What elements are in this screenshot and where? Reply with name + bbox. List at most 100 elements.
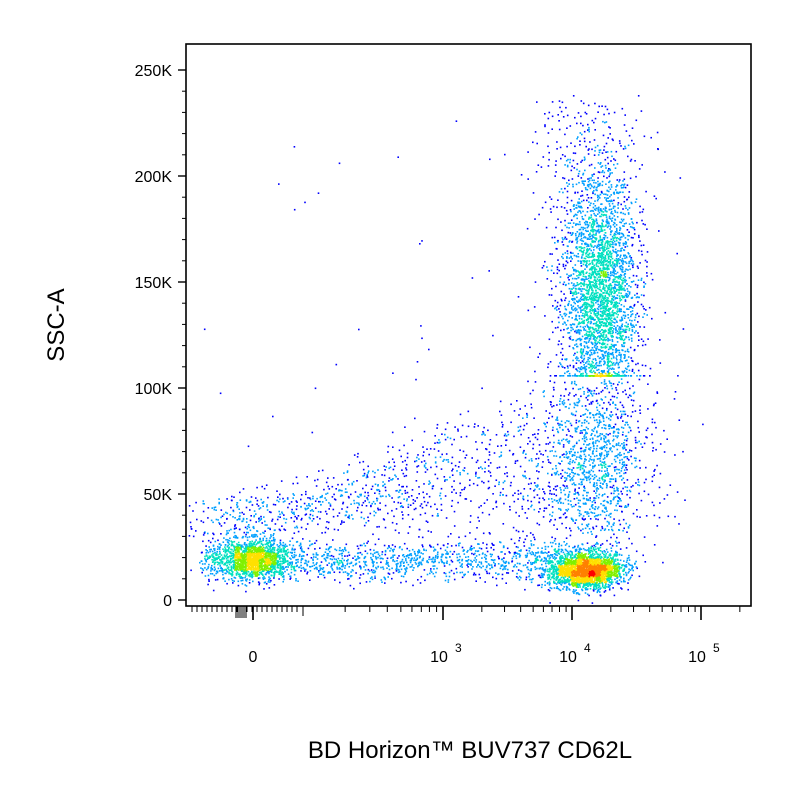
event-dot [409,561,412,564]
event-dot [263,549,265,552]
event-dot [289,563,291,565]
event-dot [267,542,270,544]
event-dot [611,561,614,563]
event-dot [215,553,218,555]
event-dot [231,544,234,546]
event-dot [566,586,569,589]
event-dot [280,572,282,574]
event-dot [601,572,604,574]
event-dot [254,550,256,552]
event-dot [485,561,488,563]
event-dot [610,575,613,578]
event-dot [539,556,541,558]
event-dot [585,553,587,555]
event-dot [584,578,587,580]
event-dot [245,554,248,557]
event-dot [272,563,274,565]
event-dot [298,566,301,568]
event-dot [435,571,437,574]
event-dot [266,563,269,566]
event-dot [600,577,602,579]
event-dot [261,555,263,557]
event-dot [582,558,585,561]
event-dot [583,559,585,562]
event-dot [255,534,258,536]
event-dot [616,553,618,556]
event-dot [611,583,613,585]
event-dot [574,582,576,584]
event-dot [472,574,475,576]
event-dot [538,574,541,577]
event-dot [627,582,629,584]
event-dot [595,556,598,559]
event-dot [355,562,358,565]
event-dot [444,579,447,582]
event-dot [243,552,246,555]
event-dot [306,553,308,556]
event-dot [573,570,576,572]
event-dot [226,549,229,552]
event-dot [559,560,561,563]
event-dot [249,560,252,562]
event-dot [282,565,284,568]
event-dot [227,559,229,562]
event-dot [577,546,579,548]
event-dot [294,565,296,568]
event-dot [529,552,531,554]
event-dot [243,543,246,546]
event-dot [311,543,314,545]
event-dot [261,566,263,569]
event-dot [475,561,477,563]
event-dot [564,579,567,581]
event-dot [235,546,237,549]
event-dot [335,549,338,552]
event-dot [486,572,488,575]
event-dot [267,558,270,560]
event-dot [596,584,598,587]
event-dot [213,566,216,568]
event-dot [579,551,581,554]
event-dot [303,562,306,565]
event-dot [609,573,611,576]
event-dot [547,560,549,562]
event-dot [581,588,583,591]
event-dot [593,583,595,586]
event-dot [274,556,276,559]
event-dot [344,555,346,557]
event-dot [269,552,272,555]
event-dot [289,551,292,554]
event-dot [287,573,290,575]
event-dot [596,558,598,560]
event-dot [293,569,296,572]
event-dot [561,563,563,565]
event-dot [272,561,274,563]
event-dot [284,558,286,561]
event-dot [593,572,595,574]
event-dot [586,582,589,585]
event-dot [400,575,403,577]
event-dot [550,568,553,570]
event-dot [449,556,451,558]
event-dot [601,567,603,570]
event-dot [243,551,246,553]
event-dot [561,582,564,584]
event-dot [559,565,561,568]
event-dot [587,560,590,562]
event-dot [377,556,379,559]
event-dot [591,580,593,582]
event-dot [354,563,357,566]
event-dot [554,563,557,566]
event-dot [256,547,259,550]
event-dot [557,568,560,571]
event-dot [605,581,607,584]
event-dot [541,568,544,570]
event-dot [598,566,600,569]
event-dot [205,552,208,554]
event-dot [283,561,286,563]
event-dot [295,578,297,580]
event-dot [258,552,260,554]
event-dot [601,580,604,582]
event-dot [455,544,457,547]
event-dot [215,570,218,573]
event-dot [260,560,263,563]
